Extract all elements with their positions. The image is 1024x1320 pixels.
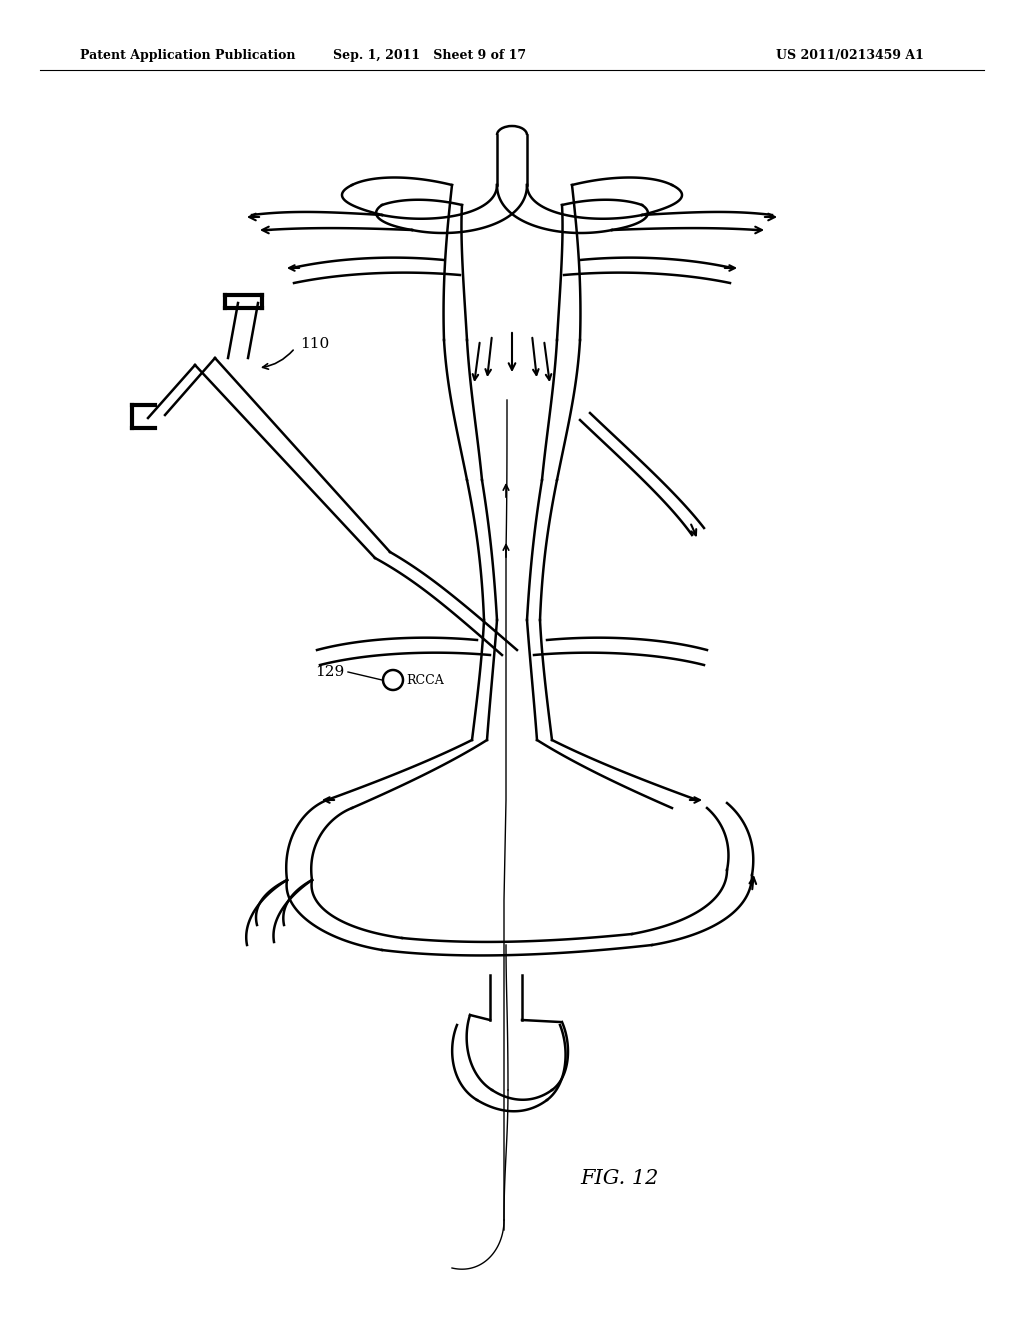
Text: 110: 110 bbox=[300, 337, 330, 351]
Text: Sep. 1, 2011   Sheet 9 of 17: Sep. 1, 2011 Sheet 9 of 17 bbox=[334, 49, 526, 62]
Text: FIG. 12: FIG. 12 bbox=[580, 1168, 658, 1188]
Text: RCCA: RCCA bbox=[406, 673, 443, 686]
Text: Patent Application Publication: Patent Application Publication bbox=[80, 49, 296, 62]
Text: 129: 129 bbox=[315, 665, 344, 678]
Text: US 2011/0213459 A1: US 2011/0213459 A1 bbox=[776, 49, 924, 62]
